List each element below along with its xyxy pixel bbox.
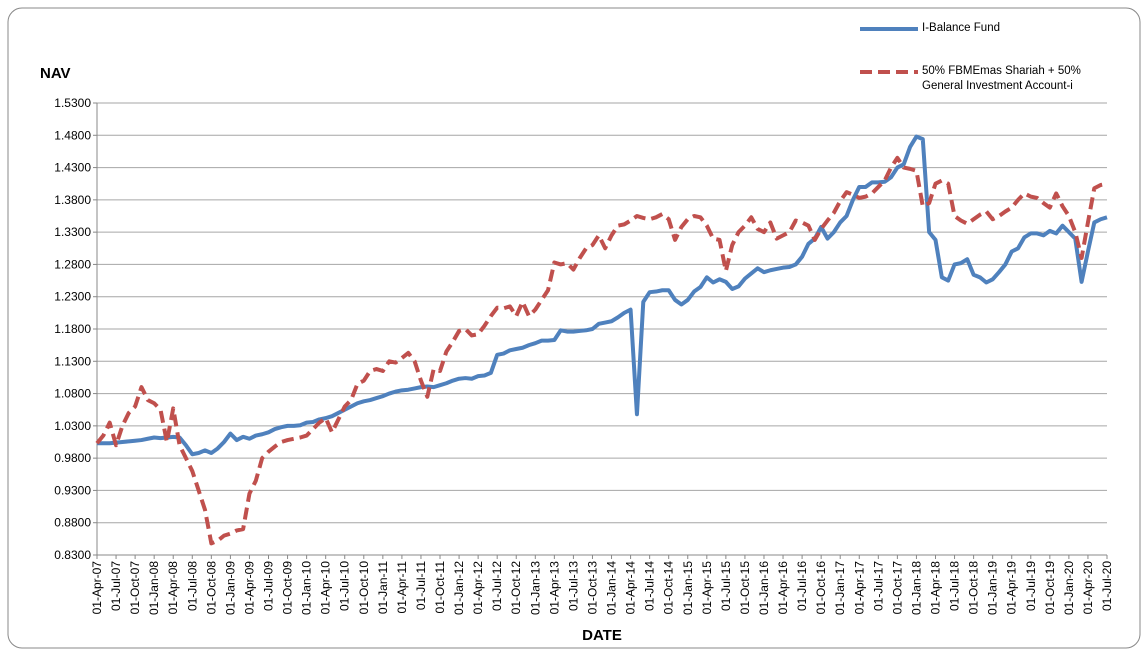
x-tick-label: 01-Apr-11 (395, 561, 409, 614)
y-tick-label: 0.8300 (54, 548, 91, 562)
x-tick-label: 01-Jul-07 (109, 561, 123, 611)
x-tick-label: 01-Jan-08 (147, 561, 161, 615)
x-tick-label: 01-Jan-19 (986, 561, 1000, 615)
x-tick-label: 01-Apr-18 (928, 561, 942, 615)
x-tick-label: 01-Apr-16 (776, 561, 790, 615)
x-tick-label: 01-Jan-18 (909, 561, 923, 615)
x-tick-label: 01-Oct-09 (281, 561, 295, 615)
y-tick-label: 1.2300 (54, 290, 91, 304)
x-tick-label: 01-Apr-10 (319, 561, 333, 615)
y-tick-label: 0.8800 (54, 516, 91, 530)
y-tick-label: 0.9800 (54, 451, 91, 465)
x-tick-label: 01-Jan-12 (452, 561, 466, 615)
y-tick-label: 1.1300 (54, 354, 91, 368)
x-tick-label: 01-Jan-11 (376, 561, 390, 614)
x-tick-label: 01-Jan-17 (833, 561, 847, 615)
y-tick-label: 1.3800 (54, 193, 91, 207)
x-tick-label: 01-Jul-11 (414, 561, 428, 610)
legend-label: 50% FBMEmas Shariah + 50% General Invest… (922, 65, 1081, 92)
legend-label-box: I-Balance Fund (922, 22, 1000, 34)
x-tick-label: 01-Jan-10 (300, 561, 314, 615)
x-tick-label: 01-Apr-07 (90, 561, 104, 615)
series-line (95, 155, 1108, 546)
x-tick-label: 01-Apr-08 (166, 561, 180, 615)
x-tick-label: 01-Jul-19 (1024, 561, 1038, 611)
y-tick-label: 1.4800 (54, 128, 91, 142)
y-tick-label: 1.5300 (54, 96, 91, 110)
y-axis-title: NAV (40, 65, 71, 82)
y-tick-label: 1.2800 (54, 257, 91, 271)
y-tick-label: 1.0300 (54, 419, 91, 433)
y-tick-label: 1.4300 (54, 161, 91, 175)
x-tick-label: 01-Jul-17 (871, 561, 885, 611)
x-tick-label: 01-Oct-11 (433, 561, 447, 614)
x-tick-label: 01-Oct-17 (890, 561, 904, 615)
x-tick-label: 01-Apr-17 (852, 561, 866, 615)
x-tick-label: 01-Jul-12 (490, 561, 504, 611)
series-line (97, 134, 1108, 457)
x-tick-label: 01-Oct-10 (357, 561, 371, 615)
x-tick-label: 01-Jan-15 (681, 561, 695, 615)
x-tick-label: 01-Oct-07 (128, 561, 142, 615)
x-tick-label: 01-Apr-19 (1005, 561, 1019, 615)
x-tick-label: 01-Jan-13 (528, 561, 542, 615)
legend-label: I-Balance Fund (922, 22, 1000, 34)
x-tick-label: 01-Jul-16 (795, 561, 809, 611)
x-tick-label: 01-Oct-08 (204, 561, 218, 615)
x-tick-label: 01-Jul-14 (643, 561, 657, 611)
y-tick-label: 0.9300 (54, 483, 91, 497)
x-tick-label: 01-Jul-18 (948, 561, 962, 611)
x-tick-label: 01-Jul-15 (719, 561, 733, 611)
x-tick-label: 01-Apr-14 (624, 561, 638, 615)
y-tick-label: 1.1800 (54, 322, 91, 336)
y-tick-label: 1.3300 (54, 225, 91, 239)
x-tick-label: 01-Oct-15 (738, 561, 752, 615)
x-tick-label: 01-Jan-20 (1062, 561, 1076, 615)
x-tick-label: 01-Jul-20 (1100, 561, 1114, 611)
x-tick-label: 01-Oct-12 (509, 561, 523, 615)
x-tick-label: 01-Apr-12 (471, 561, 485, 615)
x-tick-label: 01-Jan-09 (223, 561, 237, 615)
y-tick-label: 1.0800 (54, 387, 91, 401)
x-tick-label: 01-Jul-13 (566, 561, 580, 611)
x-tick-label: 01-Jul-08 (185, 561, 199, 611)
x-tick-label: 01-Apr-13 (547, 561, 561, 615)
x-tick-label: 01-Oct-13 (585, 561, 599, 615)
x-tick-label: 01-Oct-18 (967, 561, 981, 615)
x-tick-label: 01-Apr-15 (700, 561, 714, 615)
x-tick-label: 01-Oct-19 (1043, 561, 1057, 615)
legend: I-Balance Fund 50% FBMEmas Shariah + 50% … (860, 22, 1081, 92)
x-tick-label: 01-Jul-10 (338, 561, 352, 611)
x-tick-label: 01-Jan-14 (605, 561, 619, 615)
chart-frame (7, 7, 1141, 649)
legend-label-box: 50% FBMEmas Shariah + 50% General Invest… (922, 65, 1081, 92)
x-tick-label: 01-Jan-16 (757, 561, 771, 615)
x-tick-label: 01-Apr-09 (242, 561, 256, 615)
x-tick-label: 01-Jul-09 (262, 561, 276, 611)
x-tick-label: 01-Oct-14 (662, 561, 676, 615)
x-tick-label: 01-Apr-20 (1081, 561, 1095, 615)
x-axis-title: DATE (582, 627, 622, 644)
x-tick-label: 01-Oct-16 (814, 561, 828, 615)
